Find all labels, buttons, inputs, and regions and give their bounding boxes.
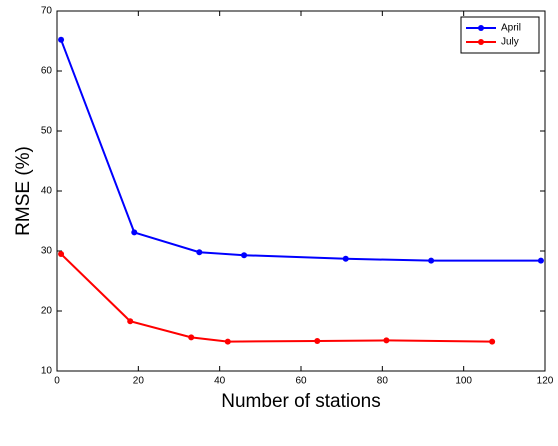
x-tick-label: 100	[455, 376, 472, 387]
data-point	[241, 252, 248, 259]
y-tick-label: 60	[41, 66, 53, 77]
data-point	[196, 249, 203, 256]
x-tick-label: 20	[133, 376, 145, 387]
x-tick-label: 40	[214, 376, 226, 387]
data-point	[188, 334, 195, 341]
data-point	[428, 257, 435, 264]
legend-label: April	[501, 23, 521, 34]
y-axis-label: RMSE (%)	[13, 146, 34, 236]
data-point	[224, 338, 231, 345]
y-tick-label: 30	[41, 246, 53, 257]
y-tick-label: 20	[41, 306, 53, 317]
legend-marker	[478, 39, 484, 45]
x-tick-label: 60	[295, 376, 307, 387]
data-point	[537, 257, 544, 264]
data-point	[131, 229, 138, 236]
legend-box	[460, 16, 540, 54]
y-tick-label: 40	[41, 186, 53, 197]
data-point	[489, 338, 496, 345]
x-tick-label: 0	[54, 376, 60, 387]
data-point	[127, 318, 134, 325]
data-point	[383, 337, 390, 344]
legend-marker	[478, 25, 484, 31]
data-point	[58, 251, 65, 257]
data-point	[314, 338, 321, 344]
y-tick-label: 10	[41, 366, 53, 377]
y-tick-label: 70	[41, 6, 53, 17]
x-tick-label: 120	[537, 376, 554, 387]
legend-label: July	[501, 37, 519, 48]
plot-frame	[56, 10, 546, 372]
x-tick-label: 80	[377, 376, 389, 387]
data-point	[342, 255, 349, 262]
y-tick-label: 50	[41, 126, 53, 137]
data-point	[58, 36, 65, 43]
x-axis-label: Number of stations	[221, 391, 380, 412]
